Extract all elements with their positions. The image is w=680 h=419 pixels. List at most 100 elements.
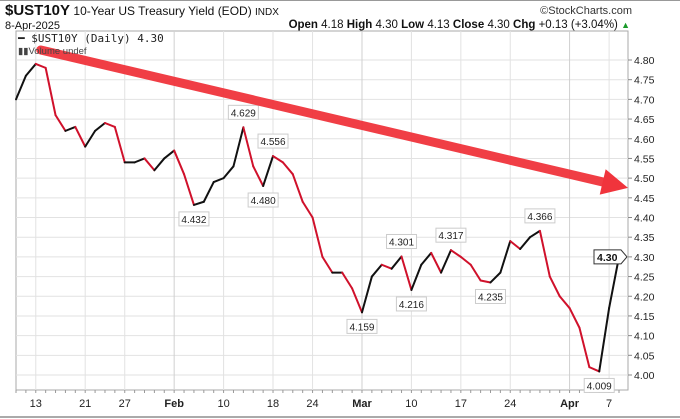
price-segment [598, 307, 611, 373]
y-tick-label: 4.00 [634, 370, 655, 382]
volume-bars-icon: ▮▮ [18, 46, 29, 57]
y-tick-label: 4.45 [634, 193, 655, 205]
legend-series: ━ $UST10Y (Daily) 4.30 [18, 33, 164, 45]
x-tick-label: 10 [217, 398, 229, 410]
trend-arrow-shaft [36, 45, 608, 187]
exchange: INDX [255, 7, 279, 18]
price-segment [232, 126, 245, 168]
price-segment [202, 181, 215, 203]
price-segment [430, 251, 443, 274]
x-tick-label: 18 [267, 398, 279, 410]
annotation-box [386, 233, 418, 249]
top-border [0, 0, 680, 1]
annotation-box [346, 318, 378, 334]
price-segment [370, 263, 383, 278]
annotation-box [247, 192, 279, 208]
y-tick-label: 4.10 [634, 331, 655, 343]
annotation-box [583, 377, 615, 393]
annotation-label: 4.480 [251, 196, 276, 207]
y-tick-label: 4.65 [634, 114, 655, 126]
low-label: Low [401, 19, 425, 31]
price-segment [360, 275, 373, 314]
price-segment [301, 200, 314, 219]
price-segment [568, 307, 581, 329]
price-segment [588, 366, 601, 373]
price-segment [321, 255, 334, 274]
x-tick-label: 27 [119, 398, 131, 410]
price-segment [519, 236, 532, 250]
annotation-label: 4.235 [478, 292, 503, 303]
price-segment [192, 200, 205, 206]
price-segment [84, 129, 97, 148]
price-segment [183, 173, 195, 206]
price-segment [24, 62, 37, 77]
y-tick-label: 4.70 [634, 94, 655, 106]
annotation-label: 4.629 [231, 108, 256, 119]
price-segment [499, 240, 512, 274]
x-tick-label: Feb [164, 398, 184, 410]
x-tick-label: 17 [455, 398, 467, 410]
x-tick-label: Mar [352, 398, 372, 410]
price-segment [242, 126, 255, 168]
ohlc-readout: Open 4.18 High 4.30 Low 4.13 Close 4.30 … [289, 19, 630, 31]
price-segment [558, 295, 571, 310]
annotation-label: 4.556 [261, 137, 286, 148]
price-segment [34, 62, 47, 69]
price-segment [578, 326, 591, 369]
line-swatch-icon: ━ [18, 32, 25, 45]
y-tick-label: 4.40 [634, 213, 655, 225]
low-value: 4.13 [427, 19, 450, 31]
y-tick-label: 4.20 [634, 291, 655, 303]
annotation-label: 4.366 [527, 212, 552, 223]
close-value: 4.30 [487, 19, 510, 31]
y-tick-label: 4.80 [634, 55, 655, 67]
price-segment [262, 155, 275, 187]
price-segment [15, 74, 27, 101]
price-segment [420, 251, 433, 266]
annotation-label: 4.317 [438, 231, 463, 242]
annotation-box [524, 208, 556, 224]
price-segment [281, 161, 294, 176]
close-label: Close [452, 19, 485, 31]
price-segment [291, 173, 304, 203]
y-tick-label: 4.75 [634, 75, 655, 87]
price-segment [153, 157, 166, 172]
price-segment [54, 114, 67, 132]
price-segment [479, 279, 492, 284]
y-tick-label: 4.50 [634, 173, 655, 185]
price-segment [538, 229, 551, 278]
description: 10-Year US Treasury Yield (EOD) [73, 4, 252, 18]
chart-title: $UST10Y 10-Year US Treasury Yield (EOD) … [5, 2, 279, 21]
y-tick-label: 4.15 [634, 311, 655, 323]
price-segment [74, 125, 87, 148]
y-tick-label: 4.60 [634, 134, 655, 146]
y-tick-label: 4.25 [634, 272, 655, 284]
site-credit[interactable]: ©StockCharts.com [540, 5, 632, 17]
price-segment [400, 255, 413, 291]
bottom-border [0, 416, 680, 418]
price-segment [133, 157, 146, 164]
legend-volume-label: Volume undef [28, 46, 87, 57]
price-segment [440, 249, 452, 274]
price-segment [44, 66, 57, 117]
last-value-label: 4.30 [597, 252, 618, 264]
price-segment [351, 287, 363, 314]
legend-volume: ▮▮Volume undef [18, 46, 87, 57]
y-tick-label: 4.35 [634, 232, 655, 244]
price-segment [509, 240, 522, 250]
annotation-label: 4.301 [389, 237, 414, 248]
price-segment [103, 122, 116, 128]
annotation-label: 4.159 [349, 322, 374, 333]
price-segment [163, 149, 176, 160]
price-segment [469, 263, 482, 282]
price-segment [143, 157, 156, 172]
price-segment [64, 125, 77, 132]
last-value-tag [593, 249, 628, 265]
symbol: $UST10Y [5, 2, 71, 19]
chg-value: +0.13 (+3.04%) [538, 19, 618, 31]
price-segment [449, 249, 462, 258]
annotation-box [435, 227, 467, 243]
trend-arrow-head-icon [599, 169, 628, 195]
price-segment [252, 165, 265, 187]
x-tick-label: 7 [606, 398, 612, 410]
